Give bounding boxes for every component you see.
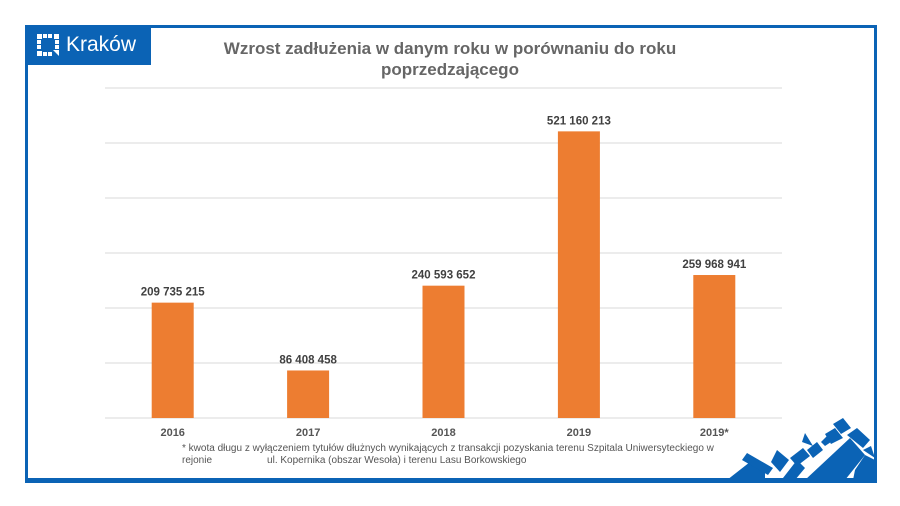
data-label: 209 735 215	[141, 287, 206, 299]
data-label: 259 968 941	[682, 259, 747, 271]
footnote-line-1: * kwota długu z wyłączeniem tytułów dłuż…	[182, 443, 714, 454]
bar-2019	[557, 131, 600, 418]
bar-2017	[287, 370, 330, 418]
x-tick-label: 2017	[296, 427, 320, 439]
data-label: 240 593 652	[412, 270, 476, 282]
data-label: 86 408 458	[279, 354, 337, 366]
footnote: * kwota długu z wyłączeniem tytułów dłuż…	[182, 443, 742, 467]
bar-2016	[151, 302, 194, 418]
slide-frame	[25, 25, 877, 483]
x-tick-label: 2019	[567, 427, 591, 439]
krakow-logo: Kraków	[25, 25, 151, 65]
x-tick-label: 2016	[160, 427, 184, 439]
x-tick-label: 2018	[431, 427, 455, 439]
data-label: 521 160 213	[547, 115, 611, 127]
logo-text: Kraków	[66, 33, 137, 56]
chart-title: Wzrost zadłużenia w danym roku w porówna…	[223, 39, 677, 79]
krakow-logo-icon	[37, 34, 59, 56]
bar-2019*	[693, 275, 736, 418]
x-tick-label: 2019*	[700, 427, 729, 439]
krakow-decoration-icon	[727, 418, 875, 480]
footnote-line-2b: ul. Kopernika (obszar Wesoła) i terenu L…	[267, 455, 527, 466]
footnote-line-2a: rejonie	[182, 455, 213, 466]
bar-2018	[422, 285, 465, 418]
